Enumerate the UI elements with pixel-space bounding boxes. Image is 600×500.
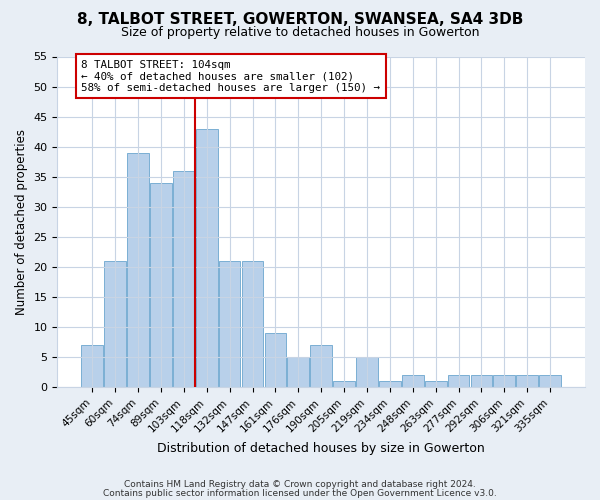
X-axis label: Distribution of detached houses by size in Gowerton: Distribution of detached houses by size … xyxy=(157,442,485,455)
Bar xyxy=(379,381,401,387)
Bar xyxy=(219,261,241,387)
Bar xyxy=(448,375,469,387)
Bar xyxy=(196,128,218,387)
Bar xyxy=(425,381,446,387)
Bar xyxy=(539,375,561,387)
Text: 8, TALBOT STREET, GOWERTON, SWANSEA, SA4 3DB: 8, TALBOT STREET, GOWERTON, SWANSEA, SA4… xyxy=(77,12,523,28)
Text: Contains public sector information licensed under the Open Government Licence v3: Contains public sector information licen… xyxy=(103,488,497,498)
Bar xyxy=(82,345,103,387)
Bar xyxy=(470,375,493,387)
Bar xyxy=(127,152,149,387)
Text: Size of property relative to detached houses in Gowerton: Size of property relative to detached ho… xyxy=(121,26,479,39)
Bar xyxy=(402,375,424,387)
Bar xyxy=(310,345,332,387)
Bar xyxy=(493,375,515,387)
Bar xyxy=(150,182,172,387)
Bar xyxy=(104,261,126,387)
Bar xyxy=(173,170,195,387)
Bar xyxy=(356,357,378,387)
Bar xyxy=(265,333,286,387)
Text: 8 TALBOT STREET: 104sqm
← 40% of detached houses are smaller (102)
58% of semi-d: 8 TALBOT STREET: 104sqm ← 40% of detache… xyxy=(81,60,380,92)
Bar xyxy=(517,375,538,387)
Y-axis label: Number of detached properties: Number of detached properties xyxy=(15,129,28,315)
Bar xyxy=(287,357,309,387)
Text: Contains HM Land Registry data © Crown copyright and database right 2024.: Contains HM Land Registry data © Crown c… xyxy=(124,480,476,489)
Bar xyxy=(242,261,263,387)
Bar xyxy=(333,381,355,387)
